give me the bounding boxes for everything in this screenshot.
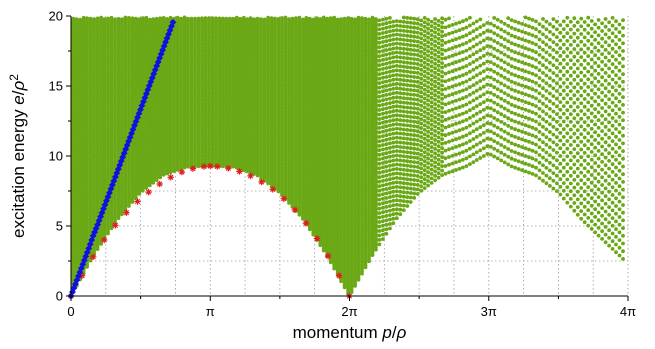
continuum-point — [126, 16, 131, 20]
continuum-point — [161, 16, 166, 20]
continuum-point — [116, 17, 121, 21]
continuum-point — [214, 16, 218, 21]
continuum-point — [109, 15, 114, 20]
continuum-point — [227, 16, 232, 21]
continuum-point — [137, 17, 142, 22]
continuum-point — [113, 17, 117, 22]
continuum-point — [74, 17, 79, 22]
continuum-point — [130, 16, 135, 21]
continuum-point — [151, 17, 156, 22]
continuum-point — [280, 16, 284, 20]
continuum-point — [92, 17, 96, 22]
continuum-point — [248, 16, 253, 20]
continuum-point — [241, 16, 246, 20]
continuum-point — [144, 15, 149, 20]
continuum-point — [224, 16, 229, 21]
continuum-point — [71, 16, 76, 21]
continuum-point — [123, 15, 128, 20]
continuum-point — [252, 17, 257, 22]
continuum-point — [217, 16, 222, 21]
continuum-series — [71, 15, 625, 296]
continuum-point — [269, 16, 274, 20]
continuum-point — [147, 17, 152, 22]
continuum-point — [179, 16, 184, 21]
continuum-point — [266, 15, 270, 20]
continuum-point — [238, 17, 243, 21]
continuum-point — [186, 16, 190, 21]
continuum-point — [133, 16, 138, 21]
continuum-point — [200, 16, 204, 21]
continuum-point — [85, 16, 89, 21]
continuum-point — [193, 16, 197, 21]
continuum-point — [276, 17, 281, 21]
continuum-point — [196, 16, 201, 21]
continuum-point — [283, 15, 288, 20]
continuum-point — [99, 15, 103, 20]
continuum-point — [259, 17, 263, 21]
continuum-point — [140, 16, 145, 21]
continuum-point — [78, 17, 83, 22]
continuum-point — [262, 17, 267, 22]
continuum-point — [88, 16, 93, 21]
continuum-point — [255, 16, 260, 21]
continuum-point — [245, 17, 250, 21]
continuum-point — [231, 16, 236, 21]
continuum-point — [165, 17, 170, 21]
continuum-point — [154, 16, 159, 21]
continuum-point — [207, 16, 211, 20]
continuum-point — [158, 16, 163, 21]
continuum-point — [273, 16, 277, 21]
continuum-point — [120, 17, 124, 22]
continuum-point — [189, 16, 194, 21]
continuum-point — [210, 16, 215, 21]
continuum-point — [203, 16, 208, 21]
continuum-point — [102, 17, 107, 22]
continuum-point — [95, 16, 100, 21]
continuum-point — [81, 15, 86, 20]
continuum-point — [220, 16, 225, 21]
continuum-point — [175, 15, 180, 20]
continuum-point — [234, 15, 239, 20]
continuum-point — [182, 15, 187, 20]
continuum-point — [168, 15, 173, 20]
continuum-point — [106, 16, 110, 21]
